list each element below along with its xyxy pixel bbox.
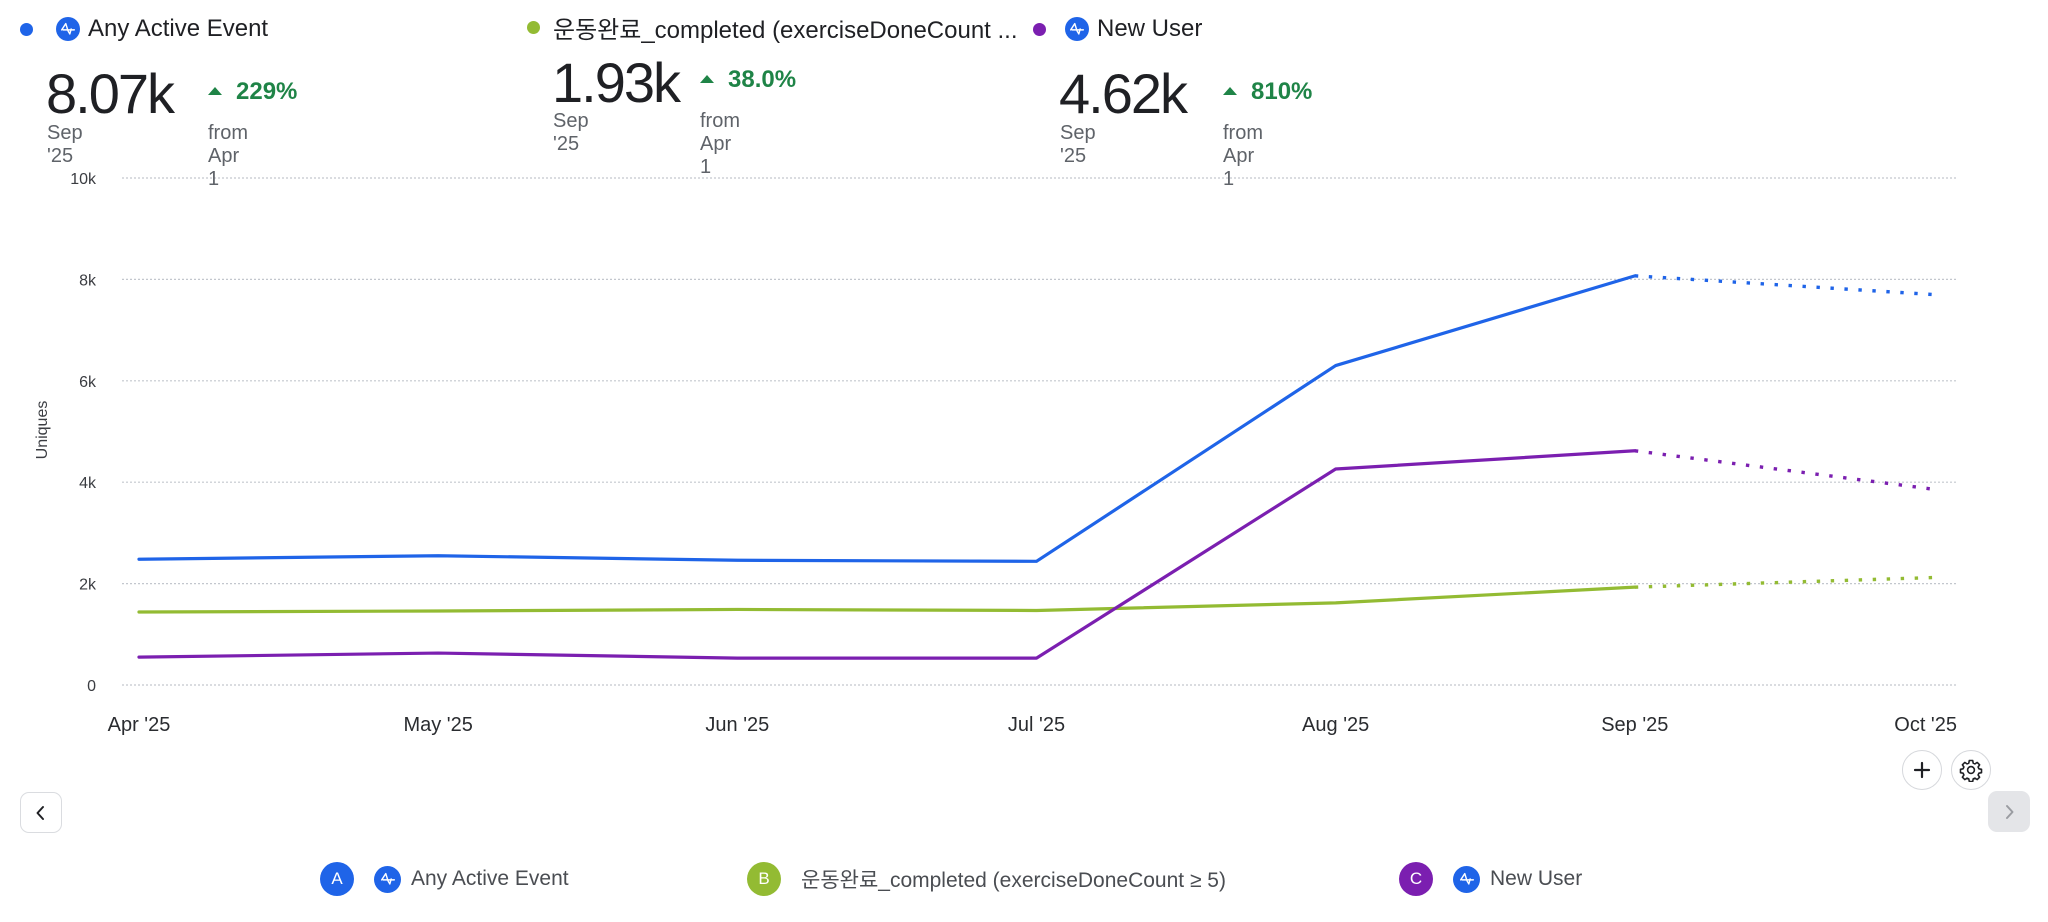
trend-up-icon: [700, 75, 714, 83]
legend-badge: C: [1399, 862, 1433, 896]
metric-delta-value: 38.0%: [728, 66, 797, 93]
legend-label: Any Active Event: [411, 867, 569, 890]
metric-delta: 38.0%: [700, 66, 796, 94]
chevron-left-icon: [36, 805, 44, 820]
metric-title: Any Active Event: [88, 15, 269, 42]
x-axis-ticks: Apr '25 May '25 Jun '25 Jul '25 Aug '25 Sep '…: [108, 714, 1957, 736]
metric-comparison: from Apr 1: [1223, 122, 1263, 190]
data-point[interactable]: [1030, 554, 1044, 568]
metric-value: 4.62k: [1059, 62, 1188, 125]
series-color-dot: [527, 21, 540, 34]
data-point[interactable]: [132, 605, 146, 619]
metric-period: Sep '25: [47, 122, 83, 167]
y-tick-label: 4k: [79, 475, 97, 492]
y-axis-ticks: 0 2k 4k 6k 8k 10k: [70, 171, 97, 695]
data-point[interactable]: [1030, 651, 1044, 665]
x-tick-label: Oct '25: [1894, 714, 1957, 736]
x-tick-label: Jun '25: [705, 714, 769, 736]
series-1: [132, 571, 1941, 619]
series-0: [132, 269, 1941, 568]
data-point[interactable]: [431, 604, 445, 618]
metric-title: New User: [1097, 15, 1203, 42]
series-color-dot: [20, 22, 33, 36]
metric-delta-value: 810%: [1251, 78, 1313, 105]
chevron-right-icon: [2006, 804, 2014, 819]
line-chart: 0 2k 4k 6k 8k 10k Uniques Apr '25 May '25 Jun '…: [34, 171, 1957, 736]
metric-period: Sep '25: [1060, 122, 1096, 167]
series-forecast-line[interactable]: [1634, 449, 1935, 491]
legend-badge: B: [747, 862, 781, 896]
series-color-dot: [1033, 22, 1046, 36]
x-tick-label: Apr '25: [108, 714, 171, 736]
data-point[interactable]: [1329, 359, 1343, 373]
data-point[interactable]: [132, 650, 146, 664]
data-point[interactable]: [1927, 571, 1941, 585]
data-point[interactable]: [1030, 603, 1044, 617]
legend-item-b[interactable]: B 운동완료_completed (exerciseDoneCount ≥ 5): [747, 862, 1226, 896]
metric-delta-value: 229%: [236, 78, 298, 105]
trend-up-icon: [208, 87, 222, 95]
metric-delta: 229%: [208, 78, 297, 106]
gridlines: [122, 177, 1957, 686]
series-line[interactable]: [137, 585, 1637, 614]
legend-label: 운동완료_completed (exerciseDoneCount ≥ 5): [801, 869, 1226, 892]
add-button[interactable]: [1902, 750, 1942, 790]
legend-item-a[interactable]: A Any Active Event: [320, 862, 569, 896]
data-point[interactable]: [1628, 269, 1642, 283]
data-point[interactable]: [730, 553, 744, 567]
data-point[interactable]: [1329, 596, 1343, 610]
y-tick-label: 6k: [79, 374, 97, 391]
series-2: [132, 444, 1941, 665]
plus-icon: [1913, 761, 1931, 779]
data-point[interactable]: [1628, 444, 1642, 458]
legend-badge: A: [320, 862, 354, 896]
x-tick-label: Sep '25: [1601, 714, 1668, 736]
y-tick-label: 10k: [70, 171, 97, 188]
data-point[interactable]: [132, 552, 146, 566]
metric-delta: 810%: [1223, 78, 1312, 106]
data-point[interactable]: [431, 549, 445, 563]
legend-label: New User: [1490, 867, 1583, 890]
amplitude-logo-icon: [1453, 865, 1480, 893]
data-point[interactable]: [730, 651, 744, 665]
y-tick-label: 2k: [79, 577, 97, 594]
y-tick-label: 8k: [79, 272, 97, 289]
metric-comparison: from Apr 1: [700, 110, 740, 178]
amplitude-logo-icon: [1065, 17, 1089, 41]
metric-comparison: from Apr 1: [208, 122, 248, 190]
x-tick-label: May '25: [403, 714, 472, 736]
series-forecast-line[interactable]: [1634, 274, 1935, 297]
series-lines: [132, 269, 1941, 665]
legend-item-c[interactable]: C New User: [1399, 862, 1582, 896]
previous-button[interactable]: [20, 792, 62, 833]
data-point[interactable]: [1927, 482, 1941, 496]
data-point[interactable]: [1329, 462, 1343, 476]
data-point[interactable]: [431, 646, 445, 660]
trend-up-icon: [1223, 87, 1237, 95]
data-point[interactable]: [1927, 288, 1941, 302]
x-tick-label: Aug '25: [1302, 714, 1369, 736]
next-button[interactable]: [1988, 791, 2030, 832]
amplitude-logo-icon: [56, 17, 80, 41]
metric-title: 운동완료_completed (exerciseDoneCount ...: [553, 17, 1018, 44]
data-point[interactable]: [730, 602, 744, 616]
x-tick-label: Jul '25: [1008, 714, 1065, 736]
series-line[interactable]: [137, 274, 1637, 563]
y-axis-label: Uniques: [34, 401, 51, 460]
series-line[interactable]: [137, 449, 1637, 660]
chart-settings-button[interactable]: [1951, 750, 1991, 790]
amplitude-logo-icon: [374, 865, 401, 893]
series-forecast-line[interactable]: [1634, 575, 1935, 589]
metric-value: 1.93k: [552, 51, 681, 114]
data-point[interactable]: [1628, 580, 1642, 594]
metric-period: Sep '25: [553, 110, 589, 155]
gear-icon: [1959, 759, 1983, 782]
y-tick-label: 0: [87, 678, 96, 695]
metric-value: 8.07k: [46, 62, 175, 125]
